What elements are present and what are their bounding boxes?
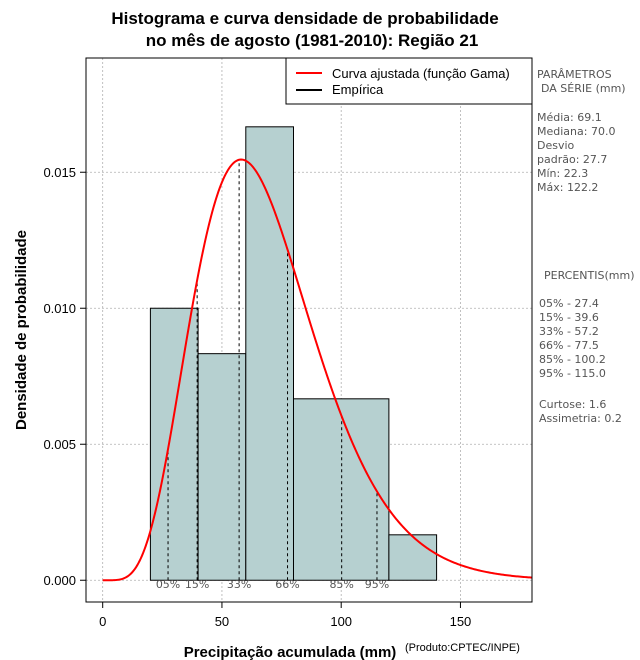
percentile-label-33%: 33%	[227, 578, 251, 591]
stat-std-value: padrão: 27.7	[537, 153, 607, 166]
legend-item-empirical: Empírica	[332, 82, 384, 97]
percentile-label-85%: 85%	[329, 578, 353, 591]
legend-item-curve: Curva ajustada (função Gama)	[332, 66, 510, 81]
y-axis-label: Densidade de probabilidade	[13, 230, 30, 430]
legend-box	[285, 57, 533, 105]
percentil-33: 33% - 57.2	[539, 325, 599, 338]
percentile-label-05%: 05%	[156, 578, 180, 591]
stat-mean: Média: 69.1	[537, 111, 602, 124]
percentil-15: 15% - 39.6	[539, 311, 599, 324]
y-tick-label-2: 0.010	[43, 301, 76, 316]
chart-title-line1: Histograma e curva densidade de probabil…	[111, 9, 498, 28]
percentis-title: PERCENTIS(mm)	[544, 269, 635, 282]
ticks-layer: 0 50 100 150 0.000 0.005 0.010 0.015	[43, 165, 471, 629]
bars-layer	[149, 126, 438, 581]
percentile-lines-layer: 05% 15% 33% 66% 85% 95%	[156, 159, 389, 591]
y-tick-label-0: 0.000	[43, 573, 76, 588]
stat-assimetria: Assimetria: 0.2	[539, 412, 622, 425]
credit-label: (Produto:CPTEC/INPE)	[405, 642, 520, 654]
x-tick-label-2: 100	[330, 614, 352, 629]
x-tick-label-1: 50	[215, 614, 229, 629]
chart-title-line2: no mês de agosto (1981-2010): Região 21	[146, 31, 479, 50]
percentile-label-15%: 15%	[185, 578, 209, 591]
percentil-85: 85% - 100.2	[539, 353, 606, 366]
params-title-2: DA SÉRIE (mm)	[541, 82, 626, 95]
stat-curtose: Curtose: 1.6	[539, 398, 606, 411]
curve-layer	[102, 158, 533, 582]
percentil-66: 66% - 77.5	[539, 339, 599, 352]
histogram-bar-4	[388, 534, 438, 581]
x-tick-label-3: 150	[450, 614, 472, 629]
histogram-bar-1	[197, 353, 247, 581]
percentile-label-66%: 66%	[275, 578, 299, 591]
stat-std-label: Desvio	[537, 139, 575, 152]
percentil-05: 05% - 27.4	[539, 297, 599, 310]
percentil-95: 95% - 115.0	[539, 367, 606, 380]
x-axis-label: Precipitação acumulada (mm)	[184, 644, 397, 660]
stat-median: Mediana: 70.0	[537, 125, 615, 138]
gamma-fit-curve	[102, 158, 533, 582]
y-tick-label-3: 0.015	[43, 165, 76, 180]
stat-min: Mín: 22.3	[537, 167, 588, 180]
histogram-bar-0	[149, 307, 199, 581]
params-title-1: PARÂMETROS	[537, 68, 612, 81]
percentile-label-95%: 95%	[365, 578, 389, 591]
histogram-bar-2	[245, 126, 294, 581]
x-tick-label-0: 0	[99, 614, 106, 629]
y-tick-label-1: 0.005	[43, 437, 76, 452]
stat-max: Máx: 122.2	[537, 181, 598, 194]
side-panel: PARÂMETROS DA SÉRIE (mm) Média: 69.1 Med…	[537, 68, 635, 425]
legend: Curva ajustada (função Gama) Empírica	[285, 57, 533, 105]
